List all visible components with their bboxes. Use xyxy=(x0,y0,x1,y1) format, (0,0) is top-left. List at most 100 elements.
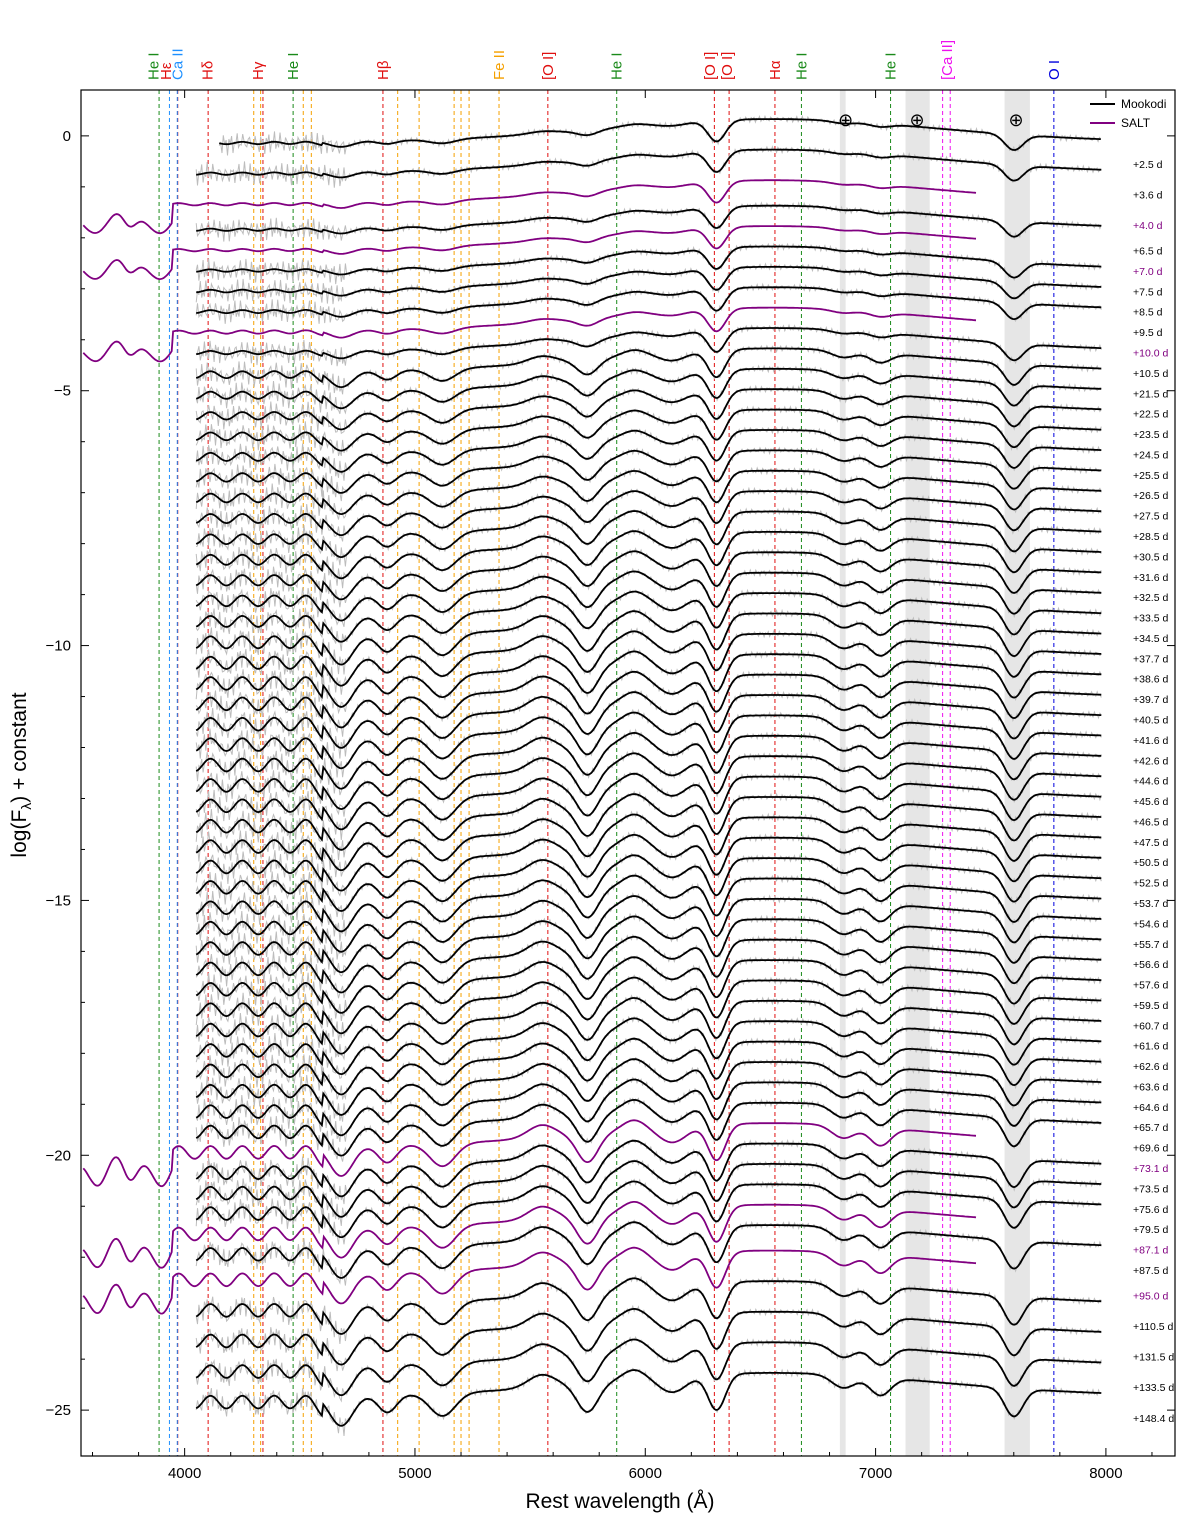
epoch-label: +87.1 d xyxy=(1133,1245,1168,1257)
epoch-label: +59.5 d xyxy=(1133,1000,1168,1012)
epoch-label: +32.5 d xyxy=(1133,592,1168,604)
epoch-label: +6.5 d xyxy=(1133,246,1163,258)
spectrum-mookodi xyxy=(195,915,1102,974)
spectrum-mookodi xyxy=(195,490,1102,537)
epoch-label: +27.5 d xyxy=(1133,511,1168,523)
epoch-label: +148.4 d xyxy=(1133,1413,1174,1425)
raw-spectrum xyxy=(218,114,1102,156)
spectrum-salt xyxy=(82,1119,977,1188)
epoch-label: +10.5 d xyxy=(1133,368,1168,380)
y-tick-label: −15 xyxy=(46,892,71,909)
spectrum-mookodi xyxy=(195,976,1102,1035)
axis-ticks: 4000 5000 6000 7000 8000 0 −5 −10 −15 −20 −25 xyxy=(46,90,1175,1482)
spectrum-salt xyxy=(82,225,977,281)
epoch-label: +7.5 d xyxy=(1133,286,1163,298)
raw-spectrum xyxy=(195,466,1102,520)
y-tick-label: −20 xyxy=(46,1147,71,1164)
spectrum-mookodi xyxy=(195,711,1102,770)
spectrum-mookodi xyxy=(195,1139,1102,1198)
epoch-label: +24.5 d xyxy=(1133,449,1168,461)
spectrum-mookodi xyxy=(195,1180,1102,1239)
epoch-label: +7.0 d xyxy=(1133,266,1163,278)
spectrum-mookodi xyxy=(195,1277,1102,1335)
spectrum-mookodi xyxy=(195,935,1102,994)
spectrum-mookodi xyxy=(195,1160,1102,1218)
spectrum-mookodi xyxy=(195,752,1102,811)
spectrum-mookodi xyxy=(195,530,1102,580)
epoch-label: +73.5 d xyxy=(1133,1183,1168,1195)
line-id-label: He I xyxy=(609,52,626,80)
epoch-label: +34.5 d xyxy=(1133,633,1168,645)
spectrum-mookodi xyxy=(195,590,1102,643)
spectrum-mookodi xyxy=(196,204,1102,238)
telluric-symbols: ⊕ ⊕ ⊕ xyxy=(838,110,1024,131)
raw-spectrum xyxy=(195,145,1102,188)
epoch-label: +53.7 d xyxy=(1133,898,1168,910)
epoch-label: +26.5 d xyxy=(1133,490,1168,502)
spectrum-mookodi xyxy=(196,148,1102,182)
line-id-label: Fe II xyxy=(491,50,508,80)
line-markers xyxy=(158,90,1055,1456)
epoch-label: +4.0 d xyxy=(1133,220,1163,232)
epoch-label: +75.6 d xyxy=(1133,1204,1168,1216)
spectrum-mookodi xyxy=(195,570,1102,622)
spectrum-mookodi xyxy=(195,834,1102,892)
epoch-label: +52.5 d xyxy=(1133,878,1168,890)
epoch-label: +45.6 d xyxy=(1133,796,1168,808)
x-tick-label: 6000 xyxy=(629,1465,662,1482)
epoch-label: +87.5 d xyxy=(1133,1265,1168,1277)
epoch-label: +37.7 d xyxy=(1133,653,1168,665)
epoch-label: +57.6 d xyxy=(1133,980,1168,992)
spectrum-mookodi xyxy=(195,670,1102,729)
epoch-label: +62.6 d xyxy=(1133,1061,1168,1073)
spectrum-mookodi xyxy=(195,731,1102,790)
epoch-label: +33.5 d xyxy=(1133,613,1168,625)
line-id-label: O I xyxy=(1046,60,1063,80)
epoch-label: +30.5 d xyxy=(1133,551,1168,563)
raw-spectrum xyxy=(195,201,1102,242)
x-tick-label: 5000 xyxy=(398,1465,431,1482)
spectrum-mookodi xyxy=(195,510,1102,559)
spectrum-mookodi xyxy=(195,650,1102,708)
epoch-label: +61.6 d xyxy=(1133,1041,1168,1053)
legend-label-mookodi: Mookodi xyxy=(1121,97,1166,111)
epoch-label: +73.1 d xyxy=(1133,1163,1168,1175)
line-id-label: Hε xyxy=(158,62,175,80)
epoch-label: +46.5 d xyxy=(1133,816,1168,828)
spectrum-mookodi xyxy=(195,997,1102,1055)
spectrum-mookodi xyxy=(195,793,1102,851)
line-id-label: [Ca II] xyxy=(939,40,956,80)
line-id-label: Hα xyxy=(767,60,784,80)
epoch-label: +9.5 d xyxy=(1133,327,1163,339)
y-tick-label: −5 xyxy=(54,383,71,400)
epoch-label: +31.6 d xyxy=(1133,572,1168,584)
spectrum-mookodi xyxy=(195,610,1102,666)
spectrum-mookodi xyxy=(195,691,1102,749)
spectrum-mookodi xyxy=(195,813,1102,872)
spectrum-mookodi xyxy=(195,1369,1102,1427)
telluric-band xyxy=(905,90,930,1456)
epoch-label: +110.5 d xyxy=(1133,1321,1174,1333)
x-tick-label: 4000 xyxy=(168,1465,201,1482)
line-id-label: Hβ xyxy=(375,60,392,80)
spectrum-salt xyxy=(82,306,977,363)
spectrum-mookodi xyxy=(195,895,1102,953)
plot-frame xyxy=(80,89,1176,1457)
epoch-label: +3.6 d xyxy=(1133,189,1163,201)
spectrum-mookodi xyxy=(195,469,1102,516)
x-tick-label: 7000 xyxy=(859,1465,892,1482)
epoch-label: +54.6 d xyxy=(1133,918,1168,930)
telluric-symbol: ⊕ xyxy=(909,110,924,131)
x-axis-title: Rest wavelength (Å) xyxy=(525,1490,714,1513)
spectrum-salt xyxy=(82,1246,977,1315)
epoch-label: +56.6 d xyxy=(1133,959,1168,971)
spectrum-salt xyxy=(82,1201,977,1269)
epoch-label: +50.5 d xyxy=(1133,857,1168,869)
line-id-label: [O I] xyxy=(540,52,557,80)
epoch-label: +131.5 d xyxy=(1133,1352,1174,1364)
epoch-label: +44.6 d xyxy=(1133,776,1168,788)
line-id-label: [O I] xyxy=(719,52,736,80)
epoch-label: +40.5 d xyxy=(1133,714,1168,726)
spectrum-mookodi xyxy=(195,1078,1102,1137)
epoch-label: +22.5 d xyxy=(1133,409,1168,421)
